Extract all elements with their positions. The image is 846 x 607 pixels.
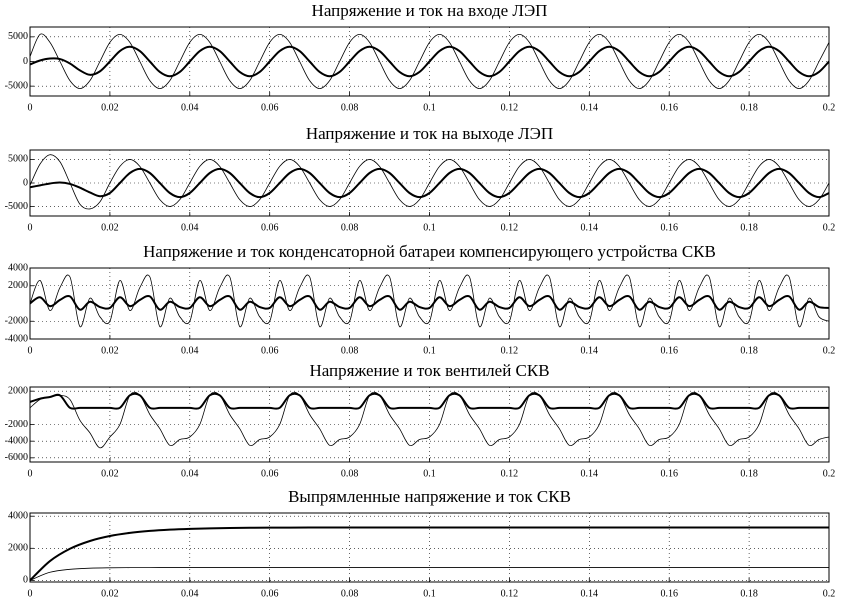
x-tick-label: 0	[28, 588, 33, 599]
y-tick-label: 0	[23, 56, 28, 67]
y-tick-label: -5000	[5, 201, 28, 212]
x-tick-label: 0.02	[101, 102, 119, 113]
y-tick-label: 4000	[8, 511, 28, 522]
x-tick-label: 0.06	[261, 222, 279, 233]
x-tick-label: 0.18	[740, 468, 758, 479]
chart-title: Выпрямленные напряжение и ток СКВ	[288, 487, 571, 506]
chart-title: Напряжение и ток на входе ЛЭП	[312, 1, 548, 20]
x-tick-label: 0.16	[660, 222, 678, 233]
x-tick-label: 0.02	[101, 588, 119, 599]
x-tick-label: 0.08	[341, 588, 359, 599]
series-line	[29, 167, 830, 199]
x-tick-label: 0.12	[501, 345, 519, 356]
chart-title: Напряжение и ток на выходе ЛЭП	[306, 124, 553, 143]
y-tick-label: 2000	[8, 543, 28, 554]
x-tick-label: 0.06	[261, 588, 279, 599]
y-tick-label: -4000	[5, 435, 28, 446]
y-tick-label: 2000	[8, 385, 28, 396]
x-tick-label: 0	[28, 102, 33, 113]
x-tick-label: 0.08	[341, 222, 359, 233]
series-line	[29, 526, 829, 582]
x-tick-label: 0.1	[423, 345, 436, 356]
x-tick-label: 0.12	[501, 102, 519, 113]
y-tick-label: -2000	[5, 316, 28, 327]
series-line	[29, 567, 829, 581]
series-line	[29, 392, 829, 410]
y-tick-label: -6000	[5, 452, 28, 463]
x-tick-label: 0.2	[823, 588, 836, 599]
x-tick-label: 0.12	[501, 588, 519, 599]
x-tick-label: 0.14	[581, 468, 599, 479]
x-tick-label: 0.04	[181, 102, 199, 113]
x-tick-label: 0.04	[181, 588, 199, 599]
x-tick-label: 0.16	[660, 588, 678, 599]
x-tick-label: 0.2	[823, 222, 836, 233]
y-tick-label: -5000	[5, 80, 28, 91]
plot-frame	[29, 26, 830, 97]
x-tick-label: 0	[28, 468, 33, 479]
y-tick-label: 0	[23, 575, 28, 586]
series-line	[29, 154, 830, 210]
x-tick-label: 0.08	[341, 102, 359, 113]
x-tick-label: 0.06	[261, 468, 279, 479]
x-tick-label: 0.18	[740, 588, 758, 599]
x-tick-label: 0.14	[581, 102, 599, 113]
x-tick-label: 0.14	[581, 345, 599, 356]
x-tick-label: 0.04	[181, 345, 199, 356]
y-tick-label: 2000	[8, 280, 28, 291]
plot-frame	[29, 512, 830, 583]
y-tick-label: 5000	[8, 154, 28, 165]
x-tick-label: 0	[28, 222, 33, 233]
x-tick-label: 0.08	[341, 345, 359, 356]
x-tick-label: 0.02	[101, 345, 119, 356]
x-tick-label: 0.2	[823, 468, 836, 479]
y-tick-label: 0	[23, 177, 28, 188]
chart-title: Напряжение и ток вентилей СКВ	[309, 361, 549, 380]
x-tick-label: 0.06	[261, 102, 279, 113]
x-tick-label: 0	[28, 345, 33, 356]
series-line	[29, 295, 830, 311]
x-tick-label: 0.1	[423, 468, 436, 479]
x-tick-label: 0.04	[181, 222, 199, 233]
y-tick-label: 5000	[8, 31, 28, 42]
y-tick-label: 4000	[8, 262, 28, 273]
x-tick-label: 0.1	[423, 588, 436, 599]
x-tick-label: 0.12	[501, 468, 519, 479]
x-tick-label: 0.2	[823, 345, 836, 356]
x-tick-label: 0.12	[501, 222, 519, 233]
x-tick-label: 0.14	[581, 588, 599, 599]
x-tick-label: 0.1	[423, 102, 436, 113]
x-tick-label: 0.16	[660, 345, 678, 356]
x-tick-label: 0.18	[740, 102, 758, 113]
x-tick-label: 0.02	[101, 222, 119, 233]
x-tick-label: 0.04	[181, 468, 199, 479]
x-tick-label: 0.02	[101, 468, 119, 479]
x-tick-label: 0.1	[423, 222, 436, 233]
series-line	[29, 45, 830, 78]
plot-frame	[29, 386, 830, 463]
x-tick-label: 0.06	[261, 345, 279, 356]
chart-title: Напряжение и ток конденсаторной батареи …	[143, 242, 716, 261]
x-tick-label: 0.08	[341, 468, 359, 479]
series-line	[29, 274, 830, 327]
x-tick-label: 0.16	[660, 468, 678, 479]
x-tick-label: 0.2	[823, 102, 836, 113]
y-tick-label: -2000	[5, 419, 28, 430]
y-tick-label: -4000	[5, 333, 28, 344]
x-tick-label: 0.18	[740, 222, 758, 233]
x-tick-label: 0.16	[660, 102, 678, 113]
series-line	[29, 33, 830, 90]
x-tick-label: 0.18	[740, 345, 758, 356]
x-tick-label: 0.14	[581, 222, 599, 233]
